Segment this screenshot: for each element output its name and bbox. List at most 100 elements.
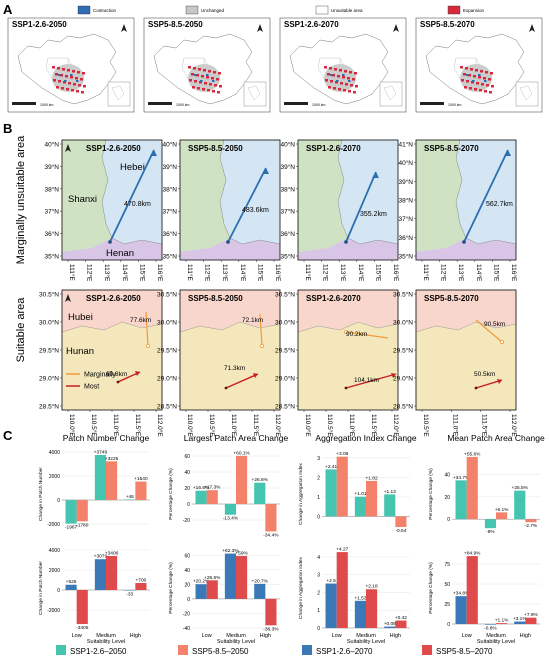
x-axis-title: Suitability Level [87,639,125,645]
expansion-cell [57,67,60,70]
centroid-start [462,240,466,244]
expansion-cell [197,87,200,90]
y-tick-label: 29.0°N [157,375,177,383]
y-tick-label: 28.5°N [275,403,295,411]
most-arrowhead [391,373,396,378]
panel-a-legend: Contraction Unchanged Unsuitable area Ex… [77,5,485,15]
legend-ssp585-2050: SSP5-8.5–2050 [192,647,249,656]
scale-label: 1000 km [448,103,462,107]
expansion-cell [198,68,201,71]
expansion-cell [62,68,65,71]
category-label: Low [202,633,212,639]
y-tick-label: 40°N [280,141,295,149]
x-tick-label: 111°E [422,264,430,281]
bar [484,519,496,529]
y-axis-label: Percentage Change (%) [168,562,174,614]
x-tick-label: 112.0°E [156,414,164,437]
expansion-cell [335,81,338,84]
most-arrowhead [135,371,140,376]
x-tick-label: 113°E [103,264,111,282]
expansion-cell [58,80,61,83]
map-b-title: SSP1-2.6-2050 [86,144,141,153]
legend-swatch-ssp585-2050 [178,645,188,655]
y-tick-label: 30.5°N [393,291,413,299]
expansion-cell [484,90,487,93]
data-label: -34.4% [263,533,279,539]
y-tick-label: 38°N [162,185,177,193]
y-tick-label: 0 [317,514,320,520]
data-label: +34.8% [453,591,470,597]
data-label: +62.3% [222,548,239,554]
bar [325,583,337,628]
shanxi-area [416,140,466,252]
expansion-cell [209,83,212,86]
y-tick-label: 36°N [398,234,413,242]
expansion-cell [352,78,355,81]
x-axis-title: Suitability Level [217,639,255,645]
y-tick-label: -40 [183,626,190,632]
expansion-cell [347,77,350,80]
province-borders [455,139,517,245]
x-tick-label: 115°E [256,264,264,282]
bar-chart-1: Patch Number Change -2000 0 2000 4000 Change … [38,433,150,531]
data-label: +3225 [105,456,119,462]
x-tick-label: 111°E [186,264,194,281]
expansion-cell [464,86,467,89]
y-tick-label: 28.5°N [157,403,177,411]
y-tick-label: 0 [57,498,60,504]
bar [354,600,366,628]
legend-swatch-ssp126-2050 [56,645,66,655]
row1-title: Marginally unsuitable area [15,135,27,264]
y-tick-label: 20 [184,582,190,588]
y-tick-label: -20 [183,518,190,524]
data-label: +1.1% [495,618,509,624]
y-tick-label: 4 [317,555,320,561]
y-tick-label: 38°N [44,185,59,193]
map-a-3: SSP1-2.6-2070 1000 km [279,17,407,113]
category-label: Low [462,633,472,639]
expansion-cell [478,76,481,79]
scale-bar [12,102,36,105]
y-tick-label: 29.5°N [275,347,295,355]
province-borders [219,139,281,245]
most-arrowhead [497,379,502,384]
province-shanxi: Shanxi [68,194,97,205]
shanxi-area [298,140,348,252]
y-tick-label: 29.0°N [275,375,295,383]
expansion-cell [199,81,202,84]
centroid-start [344,240,348,244]
y-tick-label: 0 [317,626,320,632]
expansion-cell [82,72,85,75]
contraction-cell [336,80,339,82]
x-tick-label: 115°E [138,264,146,282]
y-tick-label: 30.0°N [393,319,413,327]
data-label: +26.6% [252,477,269,483]
y-tick-label: 1 [317,608,320,614]
expansion-cell [350,84,353,87]
category-label: High [390,633,401,639]
y-tick-label: 40°N [398,159,413,167]
map-b-title: SSP5-8.5-2050 [188,294,243,303]
y-tick-label: 36°N [280,230,295,238]
inset-islands [383,85,397,101]
expansion-cell [476,82,479,85]
expansion-cell [349,71,352,74]
expansion-cell [75,77,78,80]
map-b-title: SSP1-2.6-2070 [306,294,361,303]
centroid-arrow [345,171,377,243]
expansion-cell [78,84,81,87]
x-tick-label: 111°E [304,264,312,281]
bar [236,455,248,504]
bar [124,499,136,500]
province-borders [337,139,399,245]
x-tick-label: 112°E [204,264,212,282]
bar-chart-7: 0 1 2 3 4 Change in Aggregation Index +2.5 +4.2… [298,547,410,645]
y-tick-label: 40°N [44,141,59,149]
legend-swatch-ssp585-2070 [422,645,432,655]
y-tick-label: 37°N [162,208,177,216]
marginal-start [344,330,349,335]
most-distance: 50.5km [474,371,495,378]
bar [94,455,106,500]
x-tick-label: 110.5°E [422,414,430,437]
data-label: +60.1% [233,450,250,456]
